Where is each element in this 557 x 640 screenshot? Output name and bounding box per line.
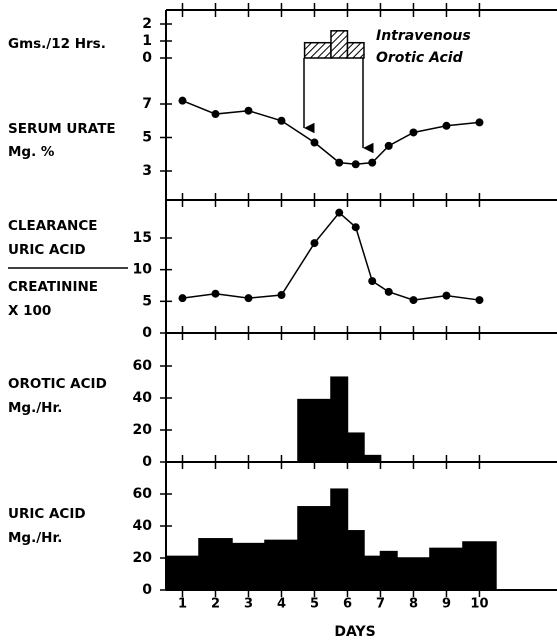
point bbox=[335, 208, 344, 217]
bar bbox=[264, 539, 299, 591]
bar bbox=[346, 432, 365, 463]
y-axis-label: OROTIC ACID bbox=[8, 376, 107, 392]
y-tick-label: 60 bbox=[133, 358, 153, 374]
bar bbox=[330, 30, 349, 59]
point bbox=[244, 294, 253, 303]
bar bbox=[396, 557, 431, 591]
point bbox=[310, 239, 319, 248]
point bbox=[409, 128, 418, 137]
annotation: Orotic Acid bbox=[376, 50, 464, 66]
point bbox=[475, 296, 484, 305]
y-tick-label: 0 bbox=[142, 325, 152, 341]
y-tick-label: 40 bbox=[133, 390, 153, 406]
x-tick-label: 6 bbox=[343, 597, 352, 612]
point bbox=[442, 291, 451, 300]
y-axis-label: Gms./12 Hrs. bbox=[8, 36, 106, 52]
point bbox=[244, 106, 253, 115]
bar bbox=[346, 530, 365, 591]
point bbox=[368, 158, 377, 167]
bar bbox=[379, 550, 398, 591]
y-tick-label: 15 bbox=[133, 230, 152, 246]
point bbox=[351, 223, 360, 232]
bar bbox=[330, 488, 349, 591]
x-tick-label: 9 bbox=[442, 597, 451, 612]
y-tick-label: 10 bbox=[133, 262, 153, 278]
point bbox=[310, 138, 319, 147]
bar bbox=[330, 376, 349, 463]
point bbox=[384, 141, 393, 150]
line bbox=[182, 99, 480, 166]
x-tick-label: 5 bbox=[310, 597, 319, 612]
point bbox=[475, 118, 484, 127]
y-tick-label: 5 bbox=[142, 293, 152, 309]
bar bbox=[429, 547, 464, 591]
point bbox=[178, 294, 187, 303]
bar bbox=[303, 41, 332, 59]
y-tick-label: 60 bbox=[133, 486, 153, 502]
point bbox=[277, 291, 286, 299]
x-tick-label: 7 bbox=[376, 597, 385, 612]
point bbox=[442, 121, 451, 130]
point bbox=[178, 96, 187, 105]
y-axis-label: X 100 bbox=[8, 303, 51, 319]
bar bbox=[231, 542, 266, 591]
x-tick-label: 10 bbox=[470, 597, 488, 612]
y-tick-label: 3 bbox=[142, 163, 152, 179]
y-axis-label: URIC ACID bbox=[8, 506, 86, 522]
x-tick-label: 3 bbox=[244, 597, 253, 612]
y-tick-label: 0 bbox=[142, 50, 152, 66]
y-tick-label: 20 bbox=[133, 422, 153, 438]
x-tick-label: 1 bbox=[178, 597, 187, 612]
y-tick-label: 7 bbox=[142, 96, 152, 112]
y-tick-label: 0 bbox=[142, 582, 152, 598]
point bbox=[277, 116, 286, 125]
x-tick-label: 2 bbox=[211, 597, 220, 612]
point bbox=[351, 160, 360, 169]
bar bbox=[198, 538, 233, 591]
bar bbox=[297, 398, 332, 463]
bar bbox=[165, 555, 200, 591]
line bbox=[182, 211, 480, 301]
y-tick-label: 2 bbox=[142, 16, 152, 32]
y-axis-label: Mg./Hr. bbox=[8, 530, 62, 546]
point bbox=[409, 296, 418, 305]
annotation: Intravenous bbox=[376, 28, 471, 44]
y-axis-label: Mg./Hr. bbox=[8, 400, 62, 416]
y-axis-label: CLEARANCE bbox=[8, 218, 97, 234]
bar bbox=[363, 454, 382, 463]
y-tick-label: 20 bbox=[133, 550, 153, 566]
x-tick-label: 4 bbox=[277, 597, 286, 612]
x-axis-label: DAYS bbox=[334, 624, 375, 640]
bar bbox=[297, 506, 332, 591]
y-tick-label: 40 bbox=[133, 518, 153, 534]
y-tick-label: 0 bbox=[142, 454, 152, 470]
y-axis-label: Mg. % bbox=[8, 144, 55, 160]
y-tick-label: 1 bbox=[142, 33, 152, 49]
bar bbox=[346, 41, 365, 59]
y-axis-label: SERUM URATE bbox=[8, 121, 116, 137]
point bbox=[211, 110, 220, 119]
y-axis-label: URIC ACID bbox=[8, 242, 86, 258]
bar bbox=[462, 541, 497, 591]
point bbox=[335, 158, 344, 167]
x-tick-label: 8 bbox=[409, 597, 418, 612]
bar bbox=[363, 555, 382, 591]
y-axis-label: CREATININE bbox=[8, 279, 98, 295]
point bbox=[384, 287, 393, 296]
point bbox=[368, 277, 377, 286]
point bbox=[211, 289, 220, 298]
y-tick-label: 5 bbox=[142, 130, 152, 146]
